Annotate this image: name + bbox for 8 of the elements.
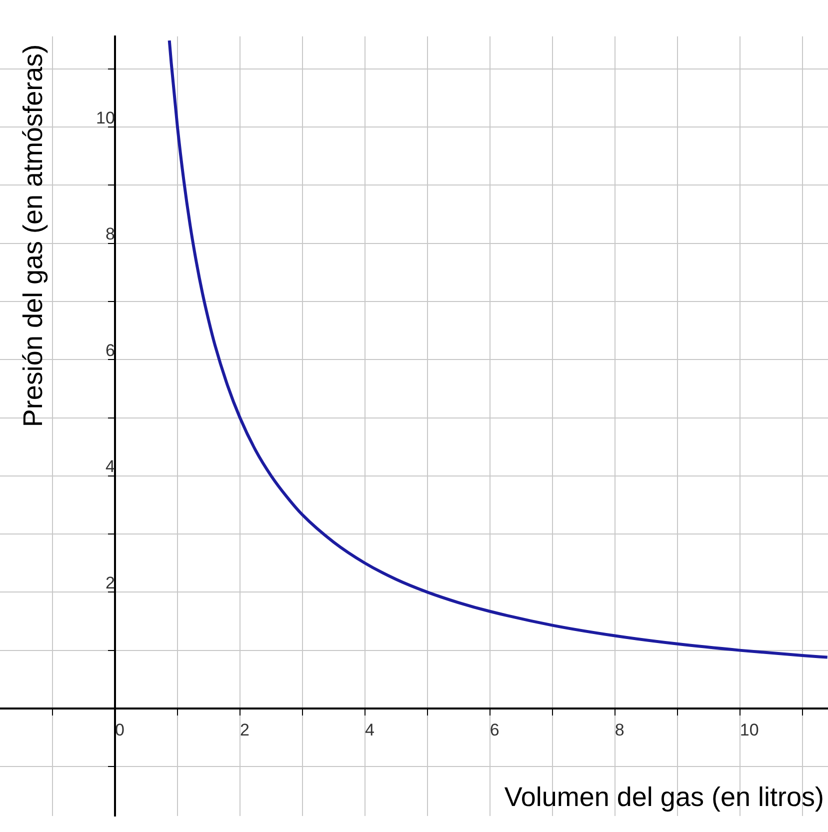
x-tick-label: 0 [114,720,124,740]
x-tick-label: 8 [614,720,624,740]
x-tick-label: 10 [740,720,759,740]
x-tick-label: 6 [490,720,500,740]
x-axis-title: Volumen del gas (en litros) [504,782,824,812]
x-tick-label: 2 [240,720,250,740]
y-axis-title: Presión del gas (en atmósferas) [18,44,48,428]
x-tick-label: 4 [364,720,374,740]
